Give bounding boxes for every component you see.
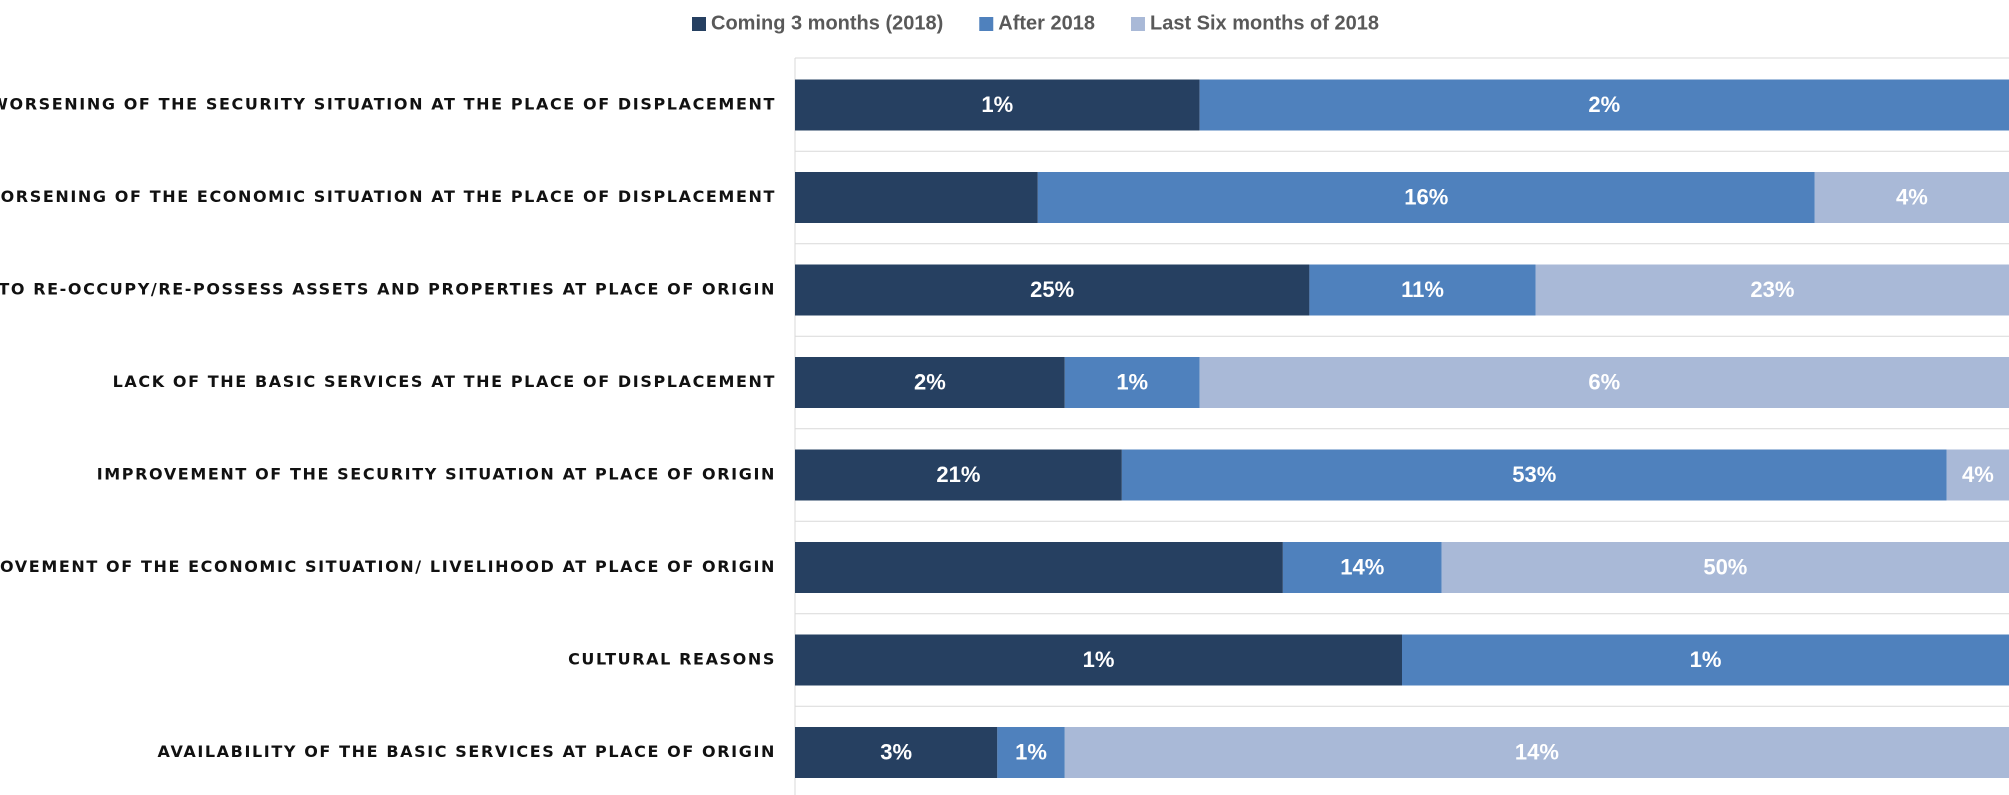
bar-segment: [795, 357, 1065, 408]
category-label: IMPROVEMENT OF THE SECURITY SITUATION AT…: [97, 465, 776, 484]
legend-label: Coming 3 months (2018): [711, 12, 943, 34]
bar-segment: [1037, 172, 1815, 223]
category-label: IMPROVEMENT OF THE ECONOMIC SITUATION/ L…: [0, 557, 776, 576]
bar-segment: [1402, 634, 2009, 686]
bar-segment: [795, 727, 998, 778]
category-label: LACK OF THE BASIC SERVICES AT THE PLACE …: [113, 372, 776, 391]
category-label: WORSENING OF THE SECURITY SITUATION AT T…: [0, 95, 776, 114]
bar-segment: [795, 172, 1038, 223]
data-label: 14%: [1515, 739, 1559, 764]
data-label: 25%: [1030, 277, 1074, 302]
data-label: 4%: [1896, 184, 1928, 209]
data-label: 1%: [1083, 647, 1115, 672]
data-label: 50%: [1703, 554, 1747, 579]
data-label: 21%: [936, 462, 980, 487]
legend-swatch: [692, 17, 706, 31]
data-label: 14%: [1340, 554, 1384, 579]
legend-label: Last Six months of 2018: [1150, 12, 1379, 34]
bar-segment: [795, 79, 1200, 131]
bar-segment: [1946, 449, 2009, 501]
data-label: 11%: [1401, 277, 1444, 302]
data-label: 23%: [1750, 277, 1794, 302]
bar-segment: [795, 264, 1310, 316]
data-label: 1%: [981, 92, 1013, 117]
bar-segment: [1199, 79, 2009, 131]
bar-segment: [1535, 264, 2009, 316]
bar-segment: [795, 634, 1402, 686]
bar-segment: [1814, 172, 2009, 223]
bar-segment: [1309, 264, 1536, 316]
category-label: WORSENING OF THE ECONOMIC SITUATION AT T…: [0, 187, 776, 206]
data-label: 6%: [1588, 369, 1620, 394]
data-label: 53%: [1512, 462, 1556, 487]
data-label: 2%: [1588, 92, 1620, 117]
bar-segment: [795, 449, 1122, 501]
data-label: 16%: [1404, 184, 1448, 209]
legend-swatch: [979, 17, 994, 31]
data-label: 4%: [1962, 462, 1994, 487]
bar-segment: [795, 542, 1283, 593]
category-label: TO RE-OCCUPY/RE-POSSESS ASSETS AND PROPE…: [0, 280, 776, 299]
category-label: CULTURAL REASONS: [568, 650, 776, 669]
data-label: 3%: [880, 739, 912, 764]
data-label: 1%: [1116, 369, 1148, 394]
category-label: AVAILABILITY OF THE BASIC SERVICES AT PL…: [158, 742, 776, 761]
bar-segment: [1121, 449, 1947, 501]
bar-segment: [1199, 357, 2009, 408]
legend-swatch: [1130, 17, 1145, 31]
bar-segment: [1064, 727, 2009, 778]
legend-label: After 2018: [998, 12, 1095, 34]
data-label: 1%: [1690, 647, 1722, 672]
data-label: 2%: [914, 369, 946, 394]
bar-segment: [1441, 542, 2009, 593]
bar-segment: [997, 727, 1065, 778]
bar-segment: [1282, 542, 1442, 593]
bar-segment: [1064, 357, 1200, 408]
data-label: 1%: [1015, 739, 1047, 764]
